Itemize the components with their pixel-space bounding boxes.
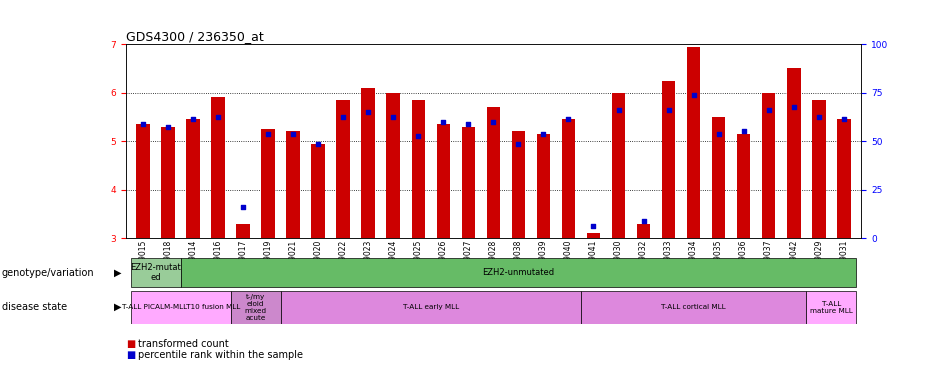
- Bar: [637, 223, 651, 238]
- Text: EZH2-unmutated: EZH2-unmutated: [482, 268, 555, 277]
- Point: [786, 104, 801, 110]
- Point: [161, 124, 176, 130]
- Bar: [386, 93, 400, 238]
- Text: ▶: ▶: [114, 268, 121, 278]
- Bar: [536, 134, 550, 238]
- Text: T-ALL
mature MLL: T-ALL mature MLL: [810, 301, 853, 314]
- Text: T-ALL PICALM-MLLT10 fusion MLL: T-ALL PICALM-MLLT10 fusion MLL: [122, 304, 240, 310]
- Bar: [412, 100, 425, 238]
- Point: [186, 116, 201, 122]
- Point: [736, 128, 751, 134]
- Text: EZH2-mutat
ed: EZH2-mutat ed: [130, 263, 182, 282]
- Bar: [687, 46, 700, 238]
- Point: [361, 109, 376, 115]
- Bar: [136, 124, 150, 238]
- Text: percentile rank within the sample: percentile rank within the sample: [138, 350, 303, 360]
- Bar: [236, 223, 250, 238]
- Bar: [581, 291, 806, 324]
- Text: ■: ■: [126, 339, 135, 349]
- Text: genotype/variation: genotype/variation: [2, 268, 94, 278]
- Bar: [711, 117, 725, 238]
- Point: [210, 114, 225, 120]
- Point: [711, 131, 726, 137]
- Point: [311, 141, 326, 147]
- Point: [336, 114, 351, 120]
- Bar: [231, 291, 281, 324]
- Point: [536, 131, 551, 137]
- Bar: [211, 98, 225, 238]
- Bar: [312, 144, 325, 238]
- Text: GDS4300 / 236350_at: GDS4300 / 236350_at: [126, 30, 263, 43]
- Bar: [437, 124, 451, 238]
- Bar: [462, 127, 476, 238]
- Bar: [736, 134, 750, 238]
- Point: [661, 106, 676, 113]
- Bar: [336, 100, 350, 238]
- Bar: [161, 127, 175, 238]
- Text: transformed count: transformed count: [138, 339, 228, 349]
- Bar: [837, 119, 851, 238]
- Bar: [262, 129, 276, 238]
- Bar: [662, 81, 675, 238]
- Text: disease state: disease state: [2, 302, 67, 312]
- Point: [386, 114, 401, 120]
- Point: [261, 131, 276, 137]
- Bar: [812, 100, 826, 238]
- Point: [286, 131, 301, 137]
- Point: [436, 119, 451, 125]
- Bar: [281, 291, 581, 324]
- Point: [561, 116, 576, 122]
- Point: [411, 133, 425, 139]
- Bar: [612, 93, 626, 238]
- Bar: [287, 131, 300, 238]
- Bar: [762, 93, 776, 238]
- Point: [611, 106, 626, 113]
- Bar: [361, 88, 375, 238]
- Point: [236, 204, 250, 210]
- Point: [511, 141, 526, 147]
- Point: [486, 119, 501, 125]
- Point: [136, 121, 151, 127]
- Point: [811, 114, 826, 120]
- Text: T-ALL cortical MLL: T-ALL cortical MLL: [661, 304, 726, 310]
- Bar: [587, 233, 600, 238]
- Bar: [130, 258, 181, 287]
- Point: [636, 218, 651, 224]
- Text: t-/my
eloid
mixed
acute: t-/my eloid mixed acute: [245, 294, 267, 321]
- Bar: [130, 291, 231, 324]
- Text: ▶: ▶: [114, 302, 121, 312]
- Bar: [561, 119, 575, 238]
- Text: ■: ■: [126, 350, 135, 360]
- Point: [686, 92, 701, 98]
- Bar: [806, 291, 857, 324]
- Point: [836, 116, 851, 122]
- Text: T-ALL early MLL: T-ALL early MLL: [403, 304, 459, 310]
- Point: [762, 106, 776, 113]
- Point: [461, 121, 476, 127]
- Bar: [186, 119, 200, 238]
- Bar: [511, 131, 525, 238]
- Bar: [487, 107, 500, 238]
- Point: [586, 223, 600, 229]
- Bar: [787, 68, 801, 238]
